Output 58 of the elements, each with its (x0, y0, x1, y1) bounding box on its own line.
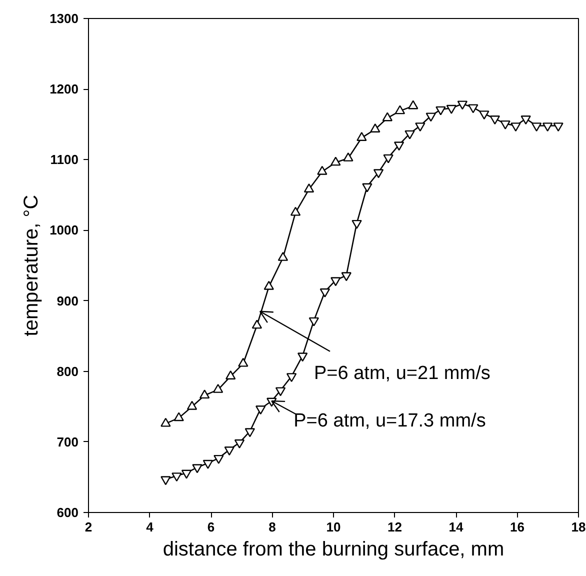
point (214, 454, 224, 464)
x-tick-label: 12 (388, 520, 402, 534)
y-axis-title: temperature, °C (20, 194, 43, 336)
point (531, 122, 542, 132)
point (275, 387, 286, 396)
y-tick-label: 1300 (50, 11, 78, 26)
point (160, 476, 171, 486)
point (510, 122, 521, 132)
y-tick-label: 1100 (50, 152, 78, 168)
point (436, 106, 446, 116)
point (426, 112, 436, 122)
point (500, 120, 510, 130)
point (468, 104, 478, 114)
point (394, 142, 404, 151)
point (373, 169, 384, 178)
point (446, 104, 457, 114)
x-tick-label: 2 (84, 520, 92, 534)
point (172, 472, 182, 482)
point (297, 352, 308, 362)
point (256, 406, 266, 415)
point (320, 288, 330, 298)
point (286, 373, 297, 382)
y-tick-label: 1200 (50, 82, 78, 97)
point (383, 154, 394, 164)
point (192, 464, 202, 474)
annotation: P=6 atm, u=17.3 mm/s (294, 410, 486, 432)
y-tick-label: 900 (56, 293, 79, 308)
point (181, 470, 192, 479)
annotation: P=6 atm, u=21 mm/s (314, 362, 490, 384)
point (330, 277, 341, 286)
y-tick-label: 700 (56, 434, 79, 450)
point (352, 220, 362, 229)
point (202, 460, 214, 469)
x-tick-label: 18 (571, 520, 586, 534)
point (490, 116, 500, 125)
x-axis-title: distance from the burning surface, mm (162, 538, 504, 560)
x-tick-label: 10 (326, 520, 341, 534)
x-tick-label: 16 (510, 520, 524, 534)
point (362, 183, 372, 192)
y-tick-label: 600 (56, 505, 79, 520)
point (308, 317, 319, 326)
x-tick-label: 8 (268, 520, 276, 534)
point (542, 122, 553, 132)
point (457, 100, 468, 110)
point (553, 122, 564, 132)
x-tick-label: 4 (146, 520, 154, 534)
point (479, 110, 490, 120)
y-tick-label: 800 (56, 364, 79, 379)
point (341, 272, 352, 282)
x-tick-label: 6 (207, 520, 215, 534)
point (415, 122, 426, 132)
point (234, 439, 245, 448)
x-tick-label: 14 (448, 520, 464, 534)
point (520, 116, 531, 125)
point (404, 130, 415, 140)
point (244, 428, 255, 438)
y-tick-label: 1000 (50, 222, 78, 238)
point (224, 446, 234, 456)
